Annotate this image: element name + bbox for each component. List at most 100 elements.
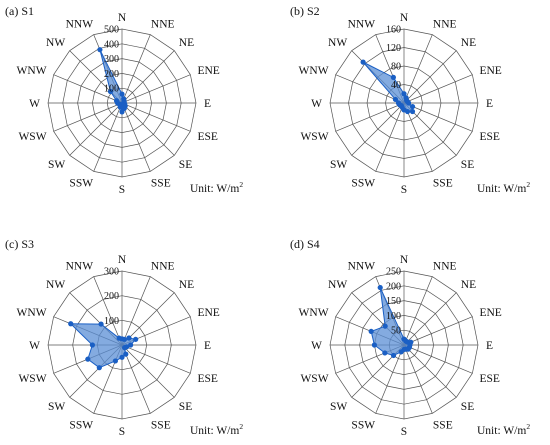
tick-label: 100	[104, 84, 119, 95]
data-point	[409, 103, 416, 110]
grid-spoke	[121, 74, 191, 104]
unit-exponent: 2	[239, 180, 243, 189]
direction-label: WSW	[18, 131, 46, 143]
tick-label: 300	[104, 267, 119, 278]
panel-title: (b) S2	[290, 4, 320, 18]
direction-label: NW	[328, 37, 347, 49]
panel-title: (a) S1	[5, 4, 34, 18]
grid-spoke	[69, 102, 123, 156]
direction-label: ENE	[197, 65, 219, 77]
data-point	[116, 335, 122, 341]
data-point	[89, 342, 95, 348]
data-area	[362, 61, 414, 113]
data-point	[409, 108, 416, 115]
grid-spoke	[121, 50, 175, 104]
data-point	[113, 98, 120, 104]
tick-label: 200	[104, 291, 119, 302]
grid-spoke	[53, 74, 123, 104]
direction-label: SSE	[433, 177, 453, 189]
tick-label: 40	[391, 80, 401, 91]
grid-spoke	[403, 102, 433, 172]
data-point	[133, 336, 139, 342]
direction-label: W	[29, 98, 40, 110]
grid-spoke	[93, 276, 123, 346]
direction-label: WSW	[300, 131, 328, 143]
data-point	[123, 351, 129, 357]
direction-label: SW	[330, 401, 347, 413]
data-point	[382, 350, 388, 356]
direction-label: SSE	[151, 177, 171, 189]
direction-label: W	[311, 340, 322, 352]
grid-spoke	[121, 276, 151, 346]
tick-label: 100	[386, 311, 401, 322]
data-point	[112, 358, 118, 364]
data-point	[392, 96, 399, 103]
direction-label: NNE	[151, 261, 175, 273]
unit-value: W/m	[503, 183, 526, 195]
direction-label: NNE	[151, 19, 175, 31]
direction-label: NNE	[433, 19, 457, 31]
grid-spoke	[351, 102, 405, 156]
direction-label: WNW	[299, 65, 329, 77]
direction-label: SE	[461, 401, 474, 413]
data-point	[371, 342, 377, 348]
grid-spoke	[403, 344, 473, 374]
data-point	[85, 356, 91, 362]
grid-spoke	[121, 102, 151, 172]
direction-label: NW	[46, 279, 65, 291]
direction-label: WNW	[299, 307, 329, 319]
direction-label: N	[118, 254, 127, 266]
data-point	[395, 100, 402, 106]
direction-label: E	[486, 98, 493, 110]
unit-text: Unit:	[477, 425, 503, 437]
data-point	[122, 345, 128, 351]
direction-label: WNW	[17, 307, 47, 319]
data-point	[107, 88, 114, 95]
direction-label: NE	[179, 279, 194, 291]
unit-label: Unit: W/m2	[190, 180, 243, 195]
tick-label: 160	[386, 25, 401, 36]
direction-label: NW	[328, 279, 347, 291]
direction-label: WSW	[18, 373, 46, 385]
direction-label: SSW	[69, 419, 93, 431]
direction-label: NNW	[66, 19, 94, 31]
tick-label: 120	[386, 43, 401, 54]
unit-value: W/m	[503, 425, 526, 437]
direction-label: SSE	[433, 419, 453, 431]
data-point	[360, 59, 366, 65]
grid-spoke	[403, 292, 457, 346]
grid-spoke	[335, 74, 405, 104]
direction-label: NNE	[433, 261, 457, 273]
direction-label: W	[29, 340, 40, 352]
panel-title: (d) S4	[290, 237, 320, 251]
unit-text: Unit:	[477, 183, 503, 195]
direction-label: ENE	[197, 307, 219, 319]
direction-label: N	[400, 12, 409, 24]
direction-label: WSW	[300, 373, 328, 385]
grid-spoke	[121, 102, 175, 156]
tick-label: 500	[104, 25, 119, 36]
direction-label: E	[204, 98, 211, 110]
direction-label: ESE	[197, 131, 217, 143]
data-point	[119, 354, 125, 360]
unit-exponent: 2	[239, 422, 243, 431]
tick-label: 300	[104, 54, 119, 65]
direction-label: NNW	[348, 19, 376, 31]
grid-spoke	[121, 344, 175, 398]
data-point	[97, 47, 103, 53]
unit-text: Unit:	[190, 425, 216, 437]
direction-label: S	[401, 184, 407, 196]
grid-spoke	[121, 102, 191, 132]
grid-spoke	[375, 102, 405, 172]
direction-label: NE	[461, 37, 476, 49]
tick-label: 200	[104, 69, 119, 80]
direction-label: NNW	[66, 261, 94, 273]
unit-text: Unit:	[190, 183, 216, 195]
data-point	[377, 284, 383, 291]
unit-value: W/m	[216, 183, 239, 195]
direction-label: ESE	[479, 373, 499, 385]
data-point	[98, 321, 104, 327]
data-point	[128, 342, 134, 348]
